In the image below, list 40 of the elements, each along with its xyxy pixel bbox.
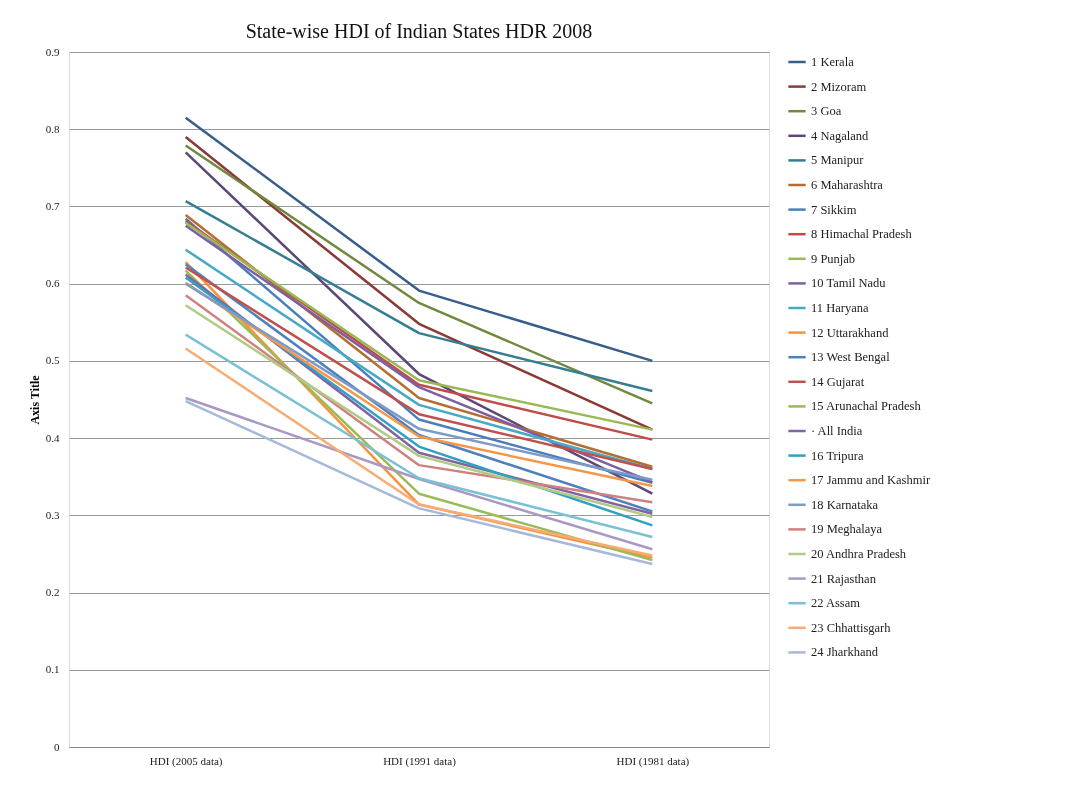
legend-label: 24 Jharkhand xyxy=(811,645,879,660)
x-tick-label: HDI (1981 data) xyxy=(616,754,690,768)
legend-label: 19 Meghalaya xyxy=(811,522,883,537)
y-tick-label: 0.8 xyxy=(45,122,60,135)
legend-label: 23 Chhattisgarh xyxy=(811,620,892,635)
legend-label: 8 Himachal Pradesh xyxy=(811,227,913,242)
legend-label: 11 Haryana xyxy=(811,301,869,315)
legend-label: · All India xyxy=(811,424,863,438)
legend-label: 4 Nagaland xyxy=(811,128,870,143)
legend-label: 7 Sikkim xyxy=(811,202,857,217)
legend-label: 14 Gujarat xyxy=(811,374,865,389)
legend-label: 20 Andhra Pradesh xyxy=(811,547,907,561)
y-tick-label: 0.6 xyxy=(45,277,60,290)
legend-label: 16 Tripura xyxy=(811,448,864,463)
y-tick-label: 0.9 xyxy=(45,45,60,58)
x-tick-label: HDI (1991 data) xyxy=(383,754,457,768)
y-tick-label: 0.4 xyxy=(45,431,60,444)
legend-label: 21 Rajasthan xyxy=(811,571,877,586)
legend-label: 3 Goa xyxy=(811,104,842,119)
legend-label: 17 Jammu and Kashmir xyxy=(811,473,931,488)
legend-label: 6 Maharashtra xyxy=(811,178,884,192)
legend-label: 22 Assam xyxy=(811,596,861,611)
y-tick-label: 0.7 xyxy=(45,199,60,212)
chart-title: State-wise HDI of Indian States HDR 2008 xyxy=(245,20,593,42)
legend-label: 10 Tamil Nadu xyxy=(811,276,887,291)
x-tick-label: HDI (2005 data) xyxy=(149,754,223,768)
y-tick-label: 0.5 xyxy=(45,354,60,367)
legend-label: 12 Uttarakhand xyxy=(811,325,890,340)
y-tick-label: 0.3 xyxy=(45,508,60,521)
y-axis-title: Axis Title xyxy=(27,374,42,425)
legend-label: 1 Kerala xyxy=(811,55,855,69)
legend-label: 15 Arunachal Pradesh xyxy=(811,399,922,414)
y-tick-label: 0.2 xyxy=(45,586,60,599)
legend-label: 18 Karnataka xyxy=(811,497,879,512)
legend-label: 2 Mizoram xyxy=(811,79,867,94)
y-tick-label: 0 xyxy=(54,740,60,753)
legend-label: 5 Manipur xyxy=(811,153,865,168)
y-tick-label: 0.1 xyxy=(45,663,60,676)
legend-label: 9 Punjab xyxy=(811,251,856,266)
legend-label: 13 West Bengal xyxy=(811,350,891,365)
